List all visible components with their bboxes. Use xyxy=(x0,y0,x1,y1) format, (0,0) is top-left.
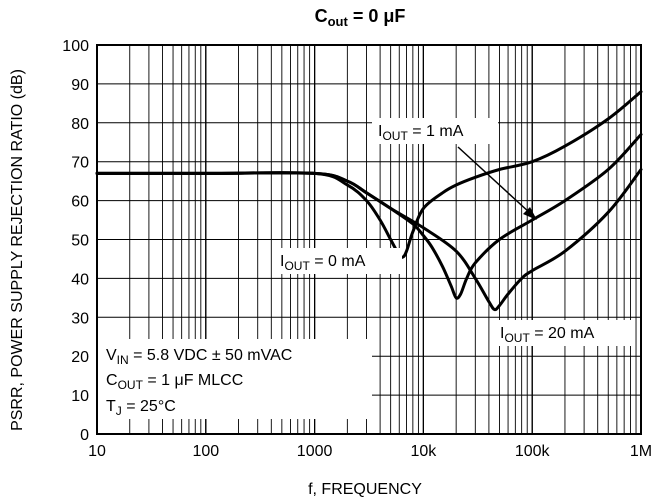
annotation-0ma-rest: = 0 mA xyxy=(310,253,366,270)
chart-title-rest: = 0 μF xyxy=(348,6,406,26)
x-tick-label: 100 xyxy=(192,443,219,460)
annotation-1ma-main: I xyxy=(378,123,382,140)
condition-cout-rest: = 1 μF MLCC xyxy=(143,372,243,389)
annotation-20ma-rest: = 20 mA xyxy=(530,325,595,342)
condition-vin-sub: IN xyxy=(117,353,129,367)
condition-tj-rest: = 25°C xyxy=(122,398,176,415)
annotation-1ma-rest: = 1 mA xyxy=(408,123,464,140)
y-tick-label: 20 xyxy=(71,349,89,366)
condition-vin-rest: = 5.8 VDC ± 50 mVAC xyxy=(129,347,293,364)
annotation-20ma-main: I xyxy=(500,325,504,342)
annotation-20ma-sub: OUT xyxy=(504,331,530,345)
annotation-0ma-sub: OUT xyxy=(284,259,310,273)
x-axis-label: f, FREQUENCY xyxy=(308,481,422,498)
annotation-1ma-arrowhead xyxy=(523,207,537,220)
y-tick-label: 90 xyxy=(71,77,89,94)
x-tick-label: 10k xyxy=(411,443,438,460)
y-tick-label: 100 xyxy=(62,38,89,55)
conditions-box xyxy=(98,339,372,419)
annotation-1ma-sub: OUT xyxy=(382,129,408,143)
chart-title-sub: out xyxy=(328,14,349,29)
annotation-1ma: IOUT = 1 mA xyxy=(378,123,464,143)
series-iout-0ma xyxy=(95,90,643,259)
y-tick-label: 0 xyxy=(80,427,89,444)
annotation-0ma: IOUT = 0 mA xyxy=(280,253,366,273)
plot-frame xyxy=(96,44,642,435)
condition-cout-main: C xyxy=(106,372,118,389)
condition-vin: VIN = 5.8 VDC ± 50 mVAC xyxy=(106,347,292,367)
annotation-0ma-main: I xyxy=(280,253,284,270)
y-tick-label: 60 xyxy=(71,194,89,211)
condition-tj-main: T xyxy=(106,398,116,415)
x-tick-label: 1M xyxy=(630,443,652,460)
x-tick-label: 100k xyxy=(515,443,551,460)
y-tick-label: 70 xyxy=(71,155,89,172)
y-axis-label: PSRR, POWER SUPPLY REJECTION RATIO (dB) xyxy=(9,69,26,431)
condition-tj: TJ = 25°C xyxy=(106,398,176,418)
y-tick-label: 30 xyxy=(71,310,89,327)
series-iout-20ma xyxy=(95,168,643,312)
condition-tj-sub: J xyxy=(116,404,122,418)
annotation-1ma-bg xyxy=(372,118,498,144)
y-tick-label: 80 xyxy=(71,116,89,133)
x-tick-label: 10 xyxy=(88,443,106,460)
annotation-0ma-bg xyxy=(276,248,402,274)
y-tick-label: 50 xyxy=(71,233,89,250)
series-lines xyxy=(95,90,643,312)
y-tick-label: 40 xyxy=(71,271,89,288)
chart-title: Cout = 0 μF xyxy=(315,6,406,29)
condition-cout-sub: OUT xyxy=(118,378,144,392)
annotation-1ma-arrow xyxy=(457,146,531,214)
condition-vin-main: V xyxy=(106,347,117,364)
y-tick-label: 10 xyxy=(71,388,89,405)
annotation-20ma-bg xyxy=(496,320,634,346)
chart-title-main: C xyxy=(315,6,328,26)
x-tick-label: 1000 xyxy=(297,443,333,460)
annotation-20ma: IOUT = 20 mA xyxy=(500,325,595,345)
condition-cout: COUT = 1 μF MLCC xyxy=(106,372,243,392)
